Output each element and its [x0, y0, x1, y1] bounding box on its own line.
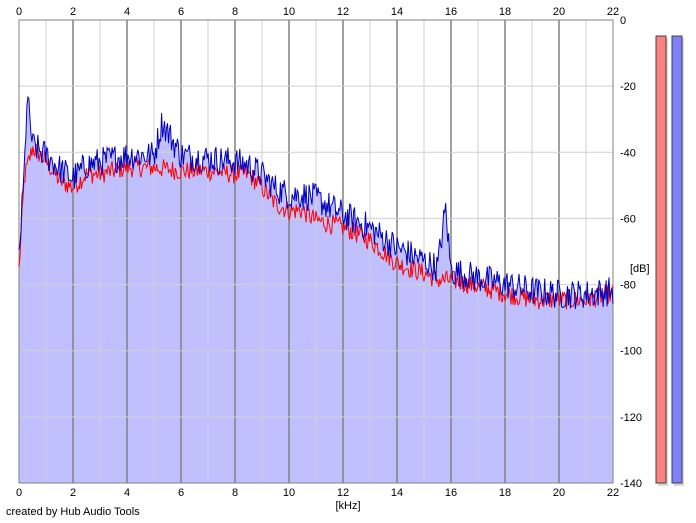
x-tick-label-bottom: 12 [337, 487, 349, 499]
level-meter-r [671, 35, 683, 484]
series-layer [18, 95, 614, 310]
x-tick-label-bottom: 4 [124, 487, 130, 499]
level-meters [655, 35, 684, 486]
x-tick-label-bottom: 6 [178, 487, 184, 499]
x-tick-label-top: 22 [607, 6, 619, 18]
x-tick-label-top: 14 [391, 6, 403, 18]
axis-labels: 002244668810101212141416161818202022220-… [16, 6, 650, 512]
x-tick-label-bottom: 16 [445, 487, 457, 499]
credit-text: created by Hub Audio Tools [6, 506, 140, 518]
x-tick-label-top: 12 [337, 6, 349, 18]
x-tick-label-bottom: 22 [607, 487, 619, 499]
x-tick-label-bottom: 18 [499, 487, 511, 499]
x-tick-label-top: 4 [124, 6, 130, 18]
y-tick-label: -20 [620, 81, 636, 93]
y-tick-label: -40 [620, 147, 636, 159]
x-tick-label-top: 8 [232, 6, 238, 18]
series-blue-trace [18, 95, 614, 309]
y-tick-label: 0 [620, 15, 626, 27]
y-axis-label: [dB] [630, 263, 650, 275]
plot-border [18, 19, 614, 484]
x-tick-label-top: 0 [16, 6, 22, 18]
x-tick-label-bottom: 0 [16, 487, 22, 499]
x-tick-label-top: 18 [499, 6, 511, 18]
x-tick-label-bottom: 2 [70, 487, 76, 499]
y-tick-label: -120 [620, 412, 642, 424]
x-tick-label-bottom: 8 [232, 487, 238, 499]
x-tick-label-bottom: 20 [553, 487, 565, 499]
x-tick-label-bottom: 10 [283, 487, 295, 499]
y-tick-label: -140 [620, 478, 642, 490]
x-axis-label: [kHz] [335, 500, 360, 512]
x-tick-label-top: 10 [283, 6, 295, 18]
x-tick-label-bottom: 14 [391, 487, 403, 499]
y-tick-label: -100 [620, 346, 642, 358]
x-tick-label-top: 20 [553, 6, 565, 18]
x-tick-label-top: 16 [445, 6, 457, 18]
x-tick-label-top: 2 [70, 6, 76, 18]
y-tick-label: -80 [620, 280, 636, 292]
grid-lines [18, 19, 614, 484]
level-meter-l [655, 35, 667, 484]
x-tick-label-top: 6 [178, 6, 184, 18]
y-tick-label: -60 [620, 213, 636, 225]
